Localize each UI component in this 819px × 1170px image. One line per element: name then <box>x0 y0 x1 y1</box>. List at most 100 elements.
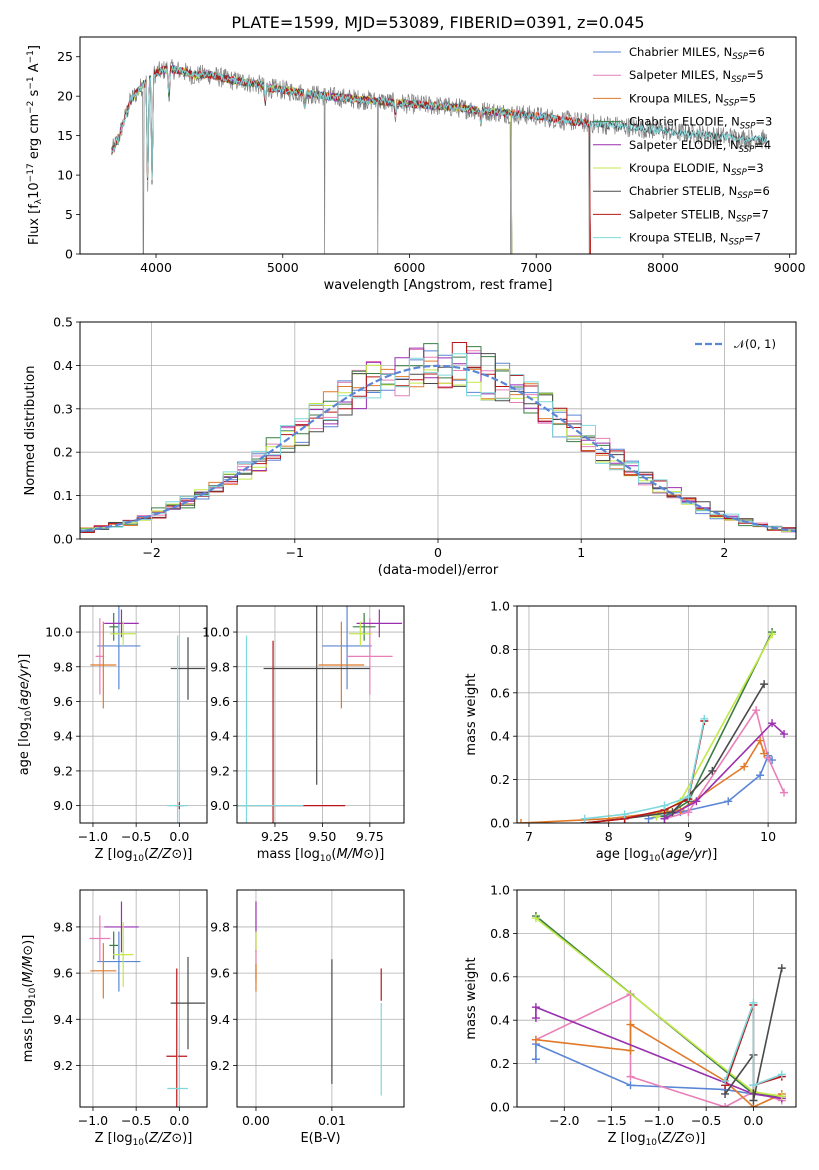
series-marker <box>531 914 540 923</box>
y-tick-label: 0.5 <box>53 315 73 330</box>
y-tick-label: 9.8 <box>53 659 73 674</box>
y-tick-label: 0.0 <box>53 532 73 547</box>
y-tick-label: 5 <box>65 207 73 222</box>
x-axis-label: Z [log10(Z/Z⊙)] <box>95 1131 193 1148</box>
series-marker <box>684 792 693 801</box>
x-tick-label: 6000 <box>394 260 426 275</box>
histogram-kroupa-stelib <box>80 353 796 531</box>
x-tick-label: 4000 <box>140 260 172 275</box>
panel-mass-vs-age: 9.25 9.50 9.75 9.0 9.2 9.4 9.6 9.8 10.0 mass [log… <box>202 605 405 864</box>
errorbar-salpeter-miles <box>89 915 111 962</box>
errorbar-salpeter-stelib <box>166 968 188 1107</box>
legend-label: Salpeter STELIB, NSSP=7 <box>629 207 769 224</box>
series-marker <box>531 1055 540 1064</box>
series-marker <box>777 1092 786 1101</box>
plot-area <box>111 58 767 254</box>
errorbar-chabrier-stelib <box>170 956 206 1050</box>
series-marker <box>580 814 589 823</box>
series-kroupa-stelib <box>580 714 709 823</box>
series-line <box>724 1002 783 1087</box>
series-marker <box>760 680 769 689</box>
y-tick-label: 10.0 <box>202 625 230 640</box>
x-tick-label: 8 <box>605 829 613 844</box>
errorbar-chabrier-miles <box>97 931 141 992</box>
legend-label: Salpeter ELODIE, NSSP=4 <box>629 138 771 155</box>
y-tick-label: 9.0 <box>210 798 230 813</box>
x-tick-label: 1 <box>577 545 585 560</box>
series-marker <box>749 1081 758 1090</box>
y-tick-label: 15 <box>57 128 73 143</box>
series-marker <box>768 719 777 728</box>
axes-frame <box>236 605 405 824</box>
x-tick-label: 9.75 <box>356 829 384 844</box>
y-tick-label: 20 <box>57 89 73 104</box>
series-marker <box>756 736 765 745</box>
series-salpeter-elodie <box>660 719 789 823</box>
errorbar-kroupa-elodie <box>348 621 372 646</box>
y-axis-label: mass [log10(M/M⊙)] <box>21 935 38 1063</box>
errorbar-chabrier-elodie <box>109 612 119 641</box>
series-marker <box>626 1046 635 1055</box>
errorbar-salpeter-elodie <box>104 609 139 638</box>
panel-EBV-vs-mass: 0.00 0.01 9.2 9.4 9.6 9.8 E(B-V) <box>210 889 405 1146</box>
series-marker <box>531 1014 540 1023</box>
series-marker <box>626 1072 635 1081</box>
series-line <box>664 631 773 818</box>
y-tick-label: 9.6 <box>53 966 73 981</box>
y-tick-label: 9.4 <box>53 1012 73 1027</box>
y-tick-label: 10 <box>57 168 73 183</box>
legend-label: Chabrier MILES, NSSP=6 <box>629 45 765 62</box>
panel-Z-vs-age: −1.0 −0.5 0.0 9.0 9.2 9.4 9.6 9.8 10.0 Z [log10(Z… <box>17 605 208 864</box>
plot-area <box>255 901 382 1096</box>
x-tick-label: −0.5 <box>121 829 151 844</box>
y-axis-label: mass weight <box>464 957 479 1039</box>
y-tick-label: 9.0 <box>53 798 73 813</box>
y-tick-label: 9.2 <box>53 1058 73 1073</box>
x-tick-label: 9.25 <box>261 829 289 844</box>
y-tick-label: 0.1 <box>53 488 73 503</box>
spectrum-model-salpeter-miles <box>111 64 591 254</box>
series-marker <box>668 808 677 817</box>
x-axis-label: (data-model)/error <box>378 563 499 578</box>
series-line <box>584 718 706 820</box>
plot-area <box>89 901 206 1107</box>
errorbar-salpeter-elodie <box>356 609 403 638</box>
series-marker <box>749 998 758 1007</box>
series-marker <box>749 1096 758 1105</box>
y-tick-label: 0.2 <box>490 772 510 787</box>
y-axis-label: mass weight <box>464 673 479 755</box>
errorbar-chabrier-miles <box>97 606 141 690</box>
y-tick-label: 0.4 <box>490 1013 510 1028</box>
errorbar-kroupa-stelib <box>237 635 304 823</box>
errorbar-salpeter-miles <box>347 618 393 695</box>
x-tick-label: 0 <box>434 545 442 560</box>
x-tick-label: 7000 <box>520 260 552 275</box>
y-tick-label: 10.0 <box>45 625 73 640</box>
x-tick-label: 0.01 <box>318 1113 346 1128</box>
legend-label: Chabrier STELIB, NSSP=6 <box>629 184 770 201</box>
series-marker <box>777 1070 786 1079</box>
x-tick-label: −0.5 <box>121 1113 151 1128</box>
panel-Z-vs-massweight: −2.0 −1.5 −1.0 −0.5 0.0 0.0 0.2 0.4 0.6 0.8 1.0 Z [… <box>464 883 797 1148</box>
y-tick-label: 0.8 <box>490 926 510 941</box>
x-axis-label: Z [log10(Z/Z⊙)] <box>608 1131 706 1148</box>
series-marker <box>764 753 773 762</box>
x-tick-label: −2 <box>142 545 160 560</box>
x-tick-label: −1.0 <box>78 829 108 844</box>
y-tick-label: 9.4 <box>53 729 73 744</box>
series-marker <box>684 808 693 817</box>
axes-frame <box>516 605 797 824</box>
y-tick-label: 9.6 <box>210 694 230 709</box>
normal-curve <box>80 364 796 533</box>
series-marker <box>721 1076 730 1085</box>
errorbar-chabrier-elodie <box>352 612 376 641</box>
legend-label: Salpeter MILES, NSSP=5 <box>629 68 764 85</box>
y-tick-label: 1.0 <box>490 599 510 614</box>
x-tick-label: −0.5 <box>691 1113 721 1128</box>
y-tick-label: 0.3 <box>53 401 73 416</box>
series-marker <box>721 1103 730 1107</box>
x-tick-label: 0.00 <box>242 1113 270 1128</box>
axes-frame <box>79 605 208 824</box>
x-axis-label: mass [log10(M/M⊙)] <box>257 847 385 864</box>
